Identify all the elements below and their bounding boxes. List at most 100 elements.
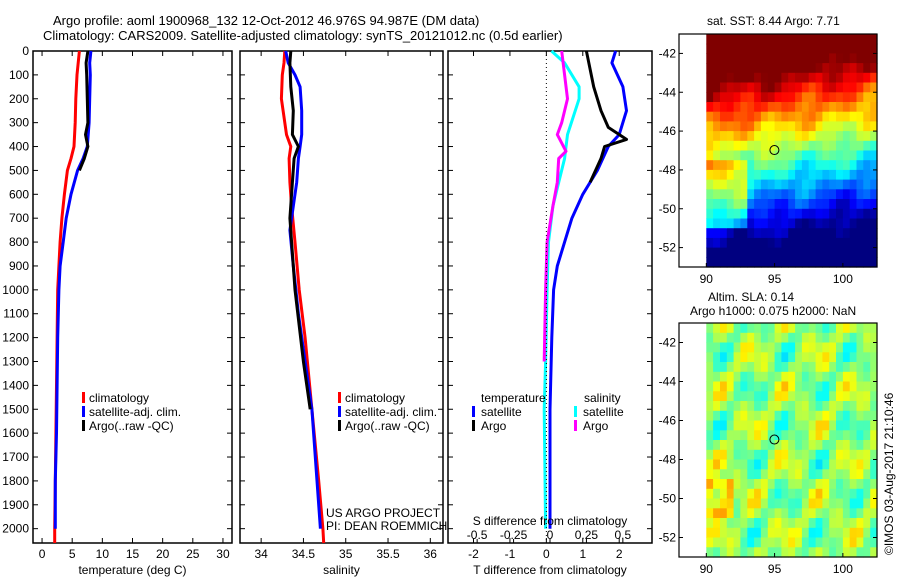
- map-cell: [720, 102, 728, 113]
- map-cell: [856, 527, 864, 539]
- map-cell: [815, 381, 823, 392]
- map-cell: [726, 92, 735, 103]
- map-cell: [767, 391, 776, 402]
- map-cell: [747, 199, 755, 210]
- map-cell: [849, 247, 858, 258]
- map-cell: [795, 160, 803, 171]
- map-cell: [829, 92, 837, 103]
- map-cell: [726, 410, 735, 422]
- map-cell: [760, 63, 769, 74]
- map-cell: [829, 371, 837, 383]
- map-cell: [829, 391, 837, 402]
- map-cell: [795, 547, 803, 558]
- map-cell: [774, 488, 782, 500]
- map-cell: [754, 371, 762, 383]
- map-cell: [760, 391, 769, 402]
- map-cell: [808, 459, 817, 470]
- map-cell: [733, 228, 741, 239]
- map-cell: [774, 131, 782, 142]
- map-cell: [760, 43, 769, 54]
- map-cell: [720, 34, 728, 45]
- map-cell: [788, 537, 796, 548]
- legend-item-label: satellite: [583, 405, 624, 419]
- map-cell: [829, 257, 837, 268]
- map-cell: [815, 257, 823, 268]
- differences-xtick-label: 2: [616, 547, 623, 561]
- map-cell: [726, 150, 735, 161]
- map-cell: [740, 237, 748, 249]
- map-cell: [815, 111, 823, 122]
- map-cell: [788, 150, 796, 161]
- map-cell: [842, 527, 851, 539]
- map-cell: [863, 391, 871, 402]
- map-cell: [781, 547, 789, 558]
- map-cell: [815, 547, 823, 558]
- map-cell: [801, 352, 810, 363]
- map-cell: [801, 218, 810, 229]
- map-cell: [720, 352, 728, 363]
- map-cell: [836, 332, 844, 344]
- map-cell: [870, 179, 878, 190]
- map-cell: [870, 332, 878, 344]
- map-cell: [733, 189, 741, 200]
- map-cell: [740, 391, 748, 402]
- map-cell: [788, 362, 796, 373]
- map-cell: [754, 92, 762, 103]
- map-cell: [856, 537, 864, 548]
- map-cell: [815, 498, 823, 509]
- map-cell: [726, 537, 735, 548]
- map-cell: [713, 352, 721, 363]
- map-cell: [767, 342, 776, 353]
- map-cell: [740, 218, 748, 229]
- map-cell: [829, 488, 837, 500]
- map-cell: [836, 34, 844, 45]
- map-cell: [720, 228, 728, 239]
- map-cell: [740, 247, 748, 258]
- map-cell: [849, 82, 858, 93]
- map-cell: [815, 352, 823, 363]
- map-cell: [747, 469, 755, 480]
- map-cell: [801, 228, 810, 239]
- map-cell: [815, 247, 823, 258]
- map-cell: [842, 508, 851, 519]
- map-cell: [720, 150, 728, 161]
- map-cell: [733, 420, 741, 431]
- map-cell: [822, 63, 830, 74]
- map-cell: [747, 150, 755, 161]
- sst-map-xtick-label: 90: [700, 272, 714, 286]
- map-cell: [754, 63, 762, 74]
- map-cell: [788, 401, 796, 412]
- map-cell: [754, 82, 762, 93]
- map-cell: [801, 92, 810, 103]
- map-cell: [870, 508, 878, 519]
- map-cell: [781, 323, 789, 334]
- map-cell: [808, 247, 817, 258]
- ytick-label: 200: [9, 92, 29, 106]
- map-cell: [842, 63, 851, 74]
- map-cell: [795, 488, 803, 500]
- map-cell: [856, 34, 864, 45]
- map-cell: [856, 547, 864, 558]
- ytick-label: 100: [9, 68, 29, 82]
- map-cell: [740, 63, 748, 74]
- map-cell: [747, 82, 755, 93]
- map-cell: [849, 547, 858, 558]
- map-cell: [829, 53, 837, 64]
- map-cell: [726, 131, 735, 142]
- map-cell: [760, 34, 769, 45]
- map-cell: [863, 150, 871, 161]
- map-cell: [720, 342, 728, 353]
- map-cell: [754, 479, 762, 490]
- map-cell: [740, 449, 748, 461]
- map-cell: [842, 381, 851, 392]
- map-cell: [788, 247, 796, 258]
- map-cell: [760, 92, 769, 103]
- temperature-xtick-label: 10: [96, 547, 110, 561]
- map-cell: [815, 218, 823, 229]
- map-cell: [836, 498, 844, 509]
- sla-map-ytick-label: -52: [659, 531, 677, 545]
- sst-map-title: sat. SST: 8.44 Argo: 7.71: [707, 14, 840, 28]
- map-cell: [754, 469, 762, 480]
- map-cell: [760, 371, 769, 383]
- map-cell: [842, 257, 851, 268]
